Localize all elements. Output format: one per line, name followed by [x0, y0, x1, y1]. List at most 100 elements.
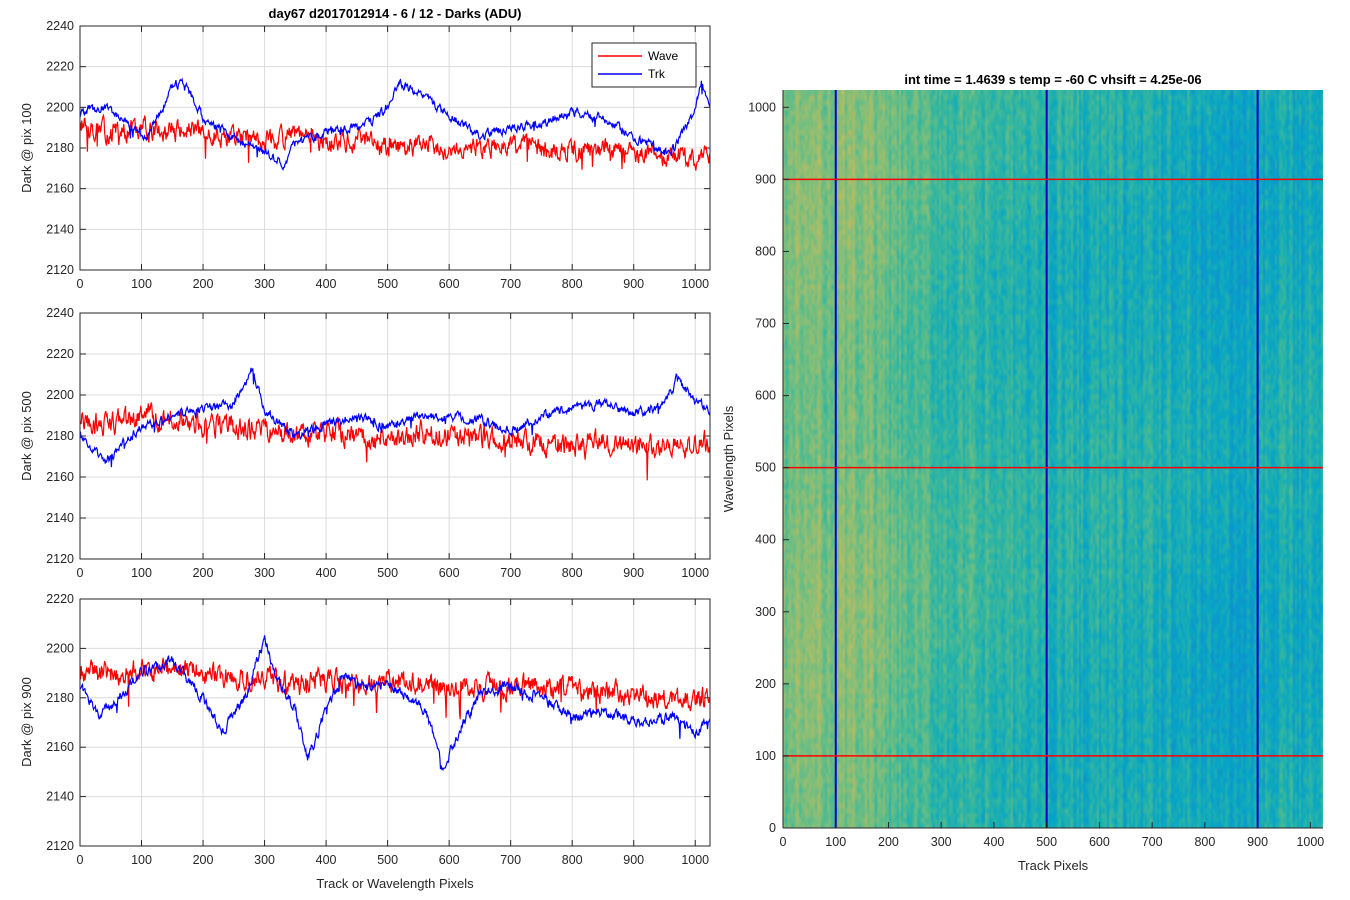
y-tick-label: 2140	[46, 511, 74, 525]
x-tick-label: 0	[77, 277, 84, 291]
heatmap-y-tick-label: 600	[755, 389, 776, 403]
heatmap-x-axis-label: Track Pixels	[1018, 858, 1089, 873]
heatmap-x-tick-label: 200	[878, 835, 899, 849]
chart-title: day67 d2017012914 - 6 / 12 - Darks (ADU)	[269, 6, 522, 21]
heatmap-x-tick-label: 400	[984, 835, 1005, 849]
x-tick-label: 200	[193, 277, 214, 291]
heatmap-y-tick-label: 800	[755, 244, 776, 258]
y-tick-label: 2140	[46, 790, 74, 804]
x-tick-label: 1000	[681, 277, 709, 291]
x-tick-label: 900	[623, 277, 644, 291]
y-tick-label: 2180	[46, 691, 74, 705]
x-tick-label: 500	[377, 566, 398, 580]
series-line-wave	[80, 113, 710, 171]
heatmap-x-tick-label: 700	[1142, 835, 1163, 849]
heatmap-x-tick-label: 900	[1247, 835, 1268, 849]
heatmap-y-tick-label: 0	[769, 821, 776, 835]
x-tick-label: 500	[377, 853, 398, 867]
y-tick-label: 2240	[46, 306, 74, 320]
x-tick-label: 100	[131, 277, 152, 291]
line-chart-pix-100: day67 d2017012914 - 6 / 12 - Darks (ADU)…	[19, 6, 711, 291]
x-axis-label: Track or Wavelength Pixels	[316, 876, 474, 891]
y-axis-label: Dark @ pix 900	[19, 677, 34, 767]
heatmap-title: int time = 1.4639 s temp = -60 C vhsift …	[904, 72, 1201, 87]
heatmap-y-tick-label: 100	[755, 749, 776, 763]
series-line-trk	[80, 367, 710, 468]
line-chart-pix-900: Dark @ pix 900 Track or Wavelength Pixel…	[19, 592, 711, 891]
line-chart-pix-500: Dark @ pix 500 0 100 200 300 400 500 600 700 800…	[19, 306, 711, 580]
y-tick-label: 2160	[46, 182, 74, 196]
x-tick-label: 400	[316, 853, 337, 867]
y-tick-label: 2200	[46, 641, 74, 655]
y-tick-label: 2120	[46, 839, 74, 853]
heatmap-y-tick-label: 1000	[748, 100, 776, 114]
heatmap-y-tick-label: 300	[755, 605, 776, 619]
x-tick-label: 0	[77, 853, 84, 867]
y-tick-label: 2180	[46, 429, 74, 443]
y-axis-label: Dark @ pix 500	[19, 391, 34, 481]
heatmap-y-tick-label: 900	[755, 172, 776, 186]
heatmap-x-tick-label: 100	[825, 835, 846, 849]
series-line-trk	[80, 635, 710, 772]
heatmap-x-tick-label: 600	[1089, 835, 1110, 849]
heatmap-x-tick-label: 800	[1194, 835, 1215, 849]
x-tick-label: 300	[254, 277, 275, 291]
x-tick-label: 500	[377, 277, 398, 291]
x-tick-label: 700	[500, 277, 521, 291]
x-tick-label: 800	[562, 853, 583, 867]
x-tick-label: 200	[193, 566, 214, 580]
x-tick-label: 300	[254, 853, 275, 867]
heatmap-x-tick-label: 0	[780, 835, 787, 849]
heatmap-x-tick-label: 1000	[1296, 835, 1324, 849]
legend-box	[591, 42, 697, 88]
y-tick-label: 2220	[46, 347, 74, 361]
series-line-wave	[80, 657, 710, 720]
heatmap-y-axis-label: Wavelength Pixels	[721, 405, 736, 512]
y-tick-label: 2200	[46, 388, 74, 402]
legend-label-trk: Trk	[648, 67, 666, 81]
y-tick-label: 2120	[46, 552, 74, 566]
y-tick-label: 2240	[46, 19, 74, 33]
x-tick-label: 300	[254, 566, 275, 580]
plot-area	[80, 599, 710, 846]
heatmap-y-tick-label: 500	[755, 461, 776, 475]
x-tick-label: 600	[439, 853, 460, 867]
y-tick-label: 2220	[46, 592, 74, 606]
heatmap-chart: int time = 1.4639 s temp = -60 C vhsift …	[721, 72, 1324, 873]
y-tick-label: 2200	[46, 100, 74, 114]
axes-frame	[79, 25, 711, 271]
legend-label-wave: Wave	[648, 49, 679, 63]
y-tick-label: 2160	[46, 470, 74, 484]
x-tick-label: 400	[316, 566, 337, 580]
heatmap-y-tick-label: 400	[755, 533, 776, 547]
heatmap-image	[783, 90, 1323, 828]
y-tick-label: 2120	[46, 263, 74, 277]
x-tick-label: 800	[562, 566, 583, 580]
x-tick-label: 0	[77, 566, 84, 580]
heatmap-x-tick-label: 500	[1036, 835, 1057, 849]
x-tick-label: 100	[131, 853, 152, 867]
heatmap-y-tick-label: 700	[755, 317, 776, 331]
y-tick-label: 2180	[46, 141, 74, 155]
x-tick-label: 900	[623, 853, 644, 867]
heatmap-x-tick-label: 300	[931, 835, 952, 849]
series-line-trk	[80, 77, 710, 171]
x-tick-label: 600	[439, 277, 460, 291]
x-tick-label: 1000	[681, 566, 709, 580]
x-tick-label: 1000	[681, 853, 709, 867]
x-tick-label: 400	[316, 277, 337, 291]
y-tick-label: 2140	[46, 222, 74, 236]
x-tick-label: 100	[131, 566, 152, 580]
axes-frame	[79, 598, 711, 847]
legend: Wave Trk	[591, 42, 697, 88]
y-axis-label: Dark @ pix 100	[19, 103, 34, 193]
x-tick-label: 700	[500, 853, 521, 867]
y-tick-label: 2220	[46, 60, 74, 74]
x-tick-label: 900	[623, 566, 644, 580]
y-tick-label: 2160	[46, 740, 74, 754]
x-tick-label: 600	[439, 566, 460, 580]
x-tick-label: 700	[500, 566, 521, 580]
heatmap-y-tick-label: 200	[755, 677, 776, 691]
series-line-wave	[80, 402, 710, 481]
